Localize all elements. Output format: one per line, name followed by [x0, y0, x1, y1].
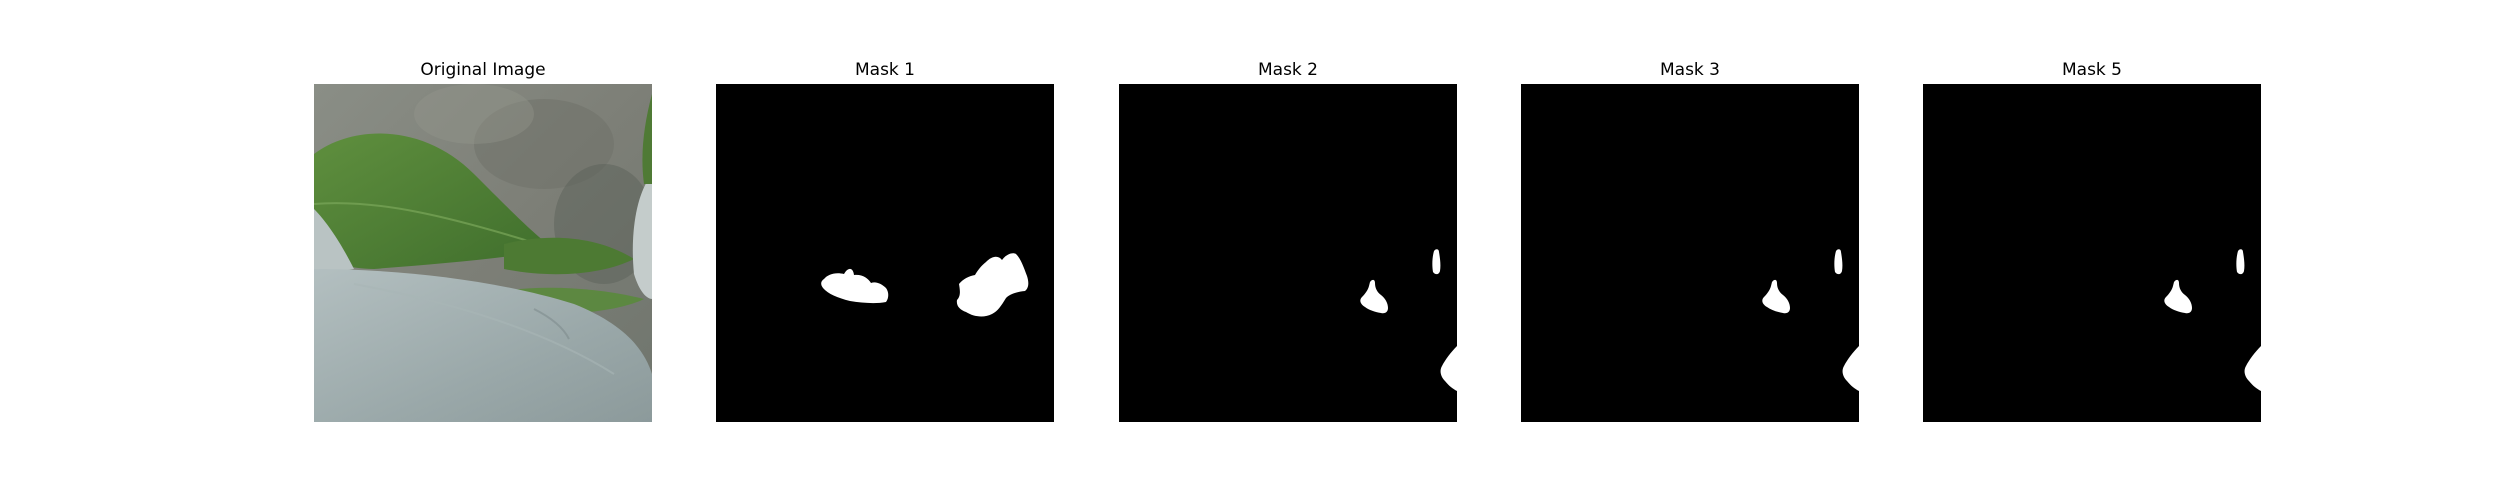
panel-title: Mask 5 [2061, 60, 2122, 80]
original-image [314, 84, 652, 422]
mask-image-2 [1119, 84, 1457, 422]
mask-image-1 [716, 84, 1054, 422]
panel-title: Mask 1 [854, 60, 915, 80]
panel-title: Mask 3 [1659, 60, 1720, 80]
mask-image-5 [1923, 84, 2261, 422]
panel-title: Original Image [420, 60, 546, 80]
mask-image-3 [1521, 84, 1859, 422]
panel-title: Mask 2 [1257, 60, 1318, 80]
